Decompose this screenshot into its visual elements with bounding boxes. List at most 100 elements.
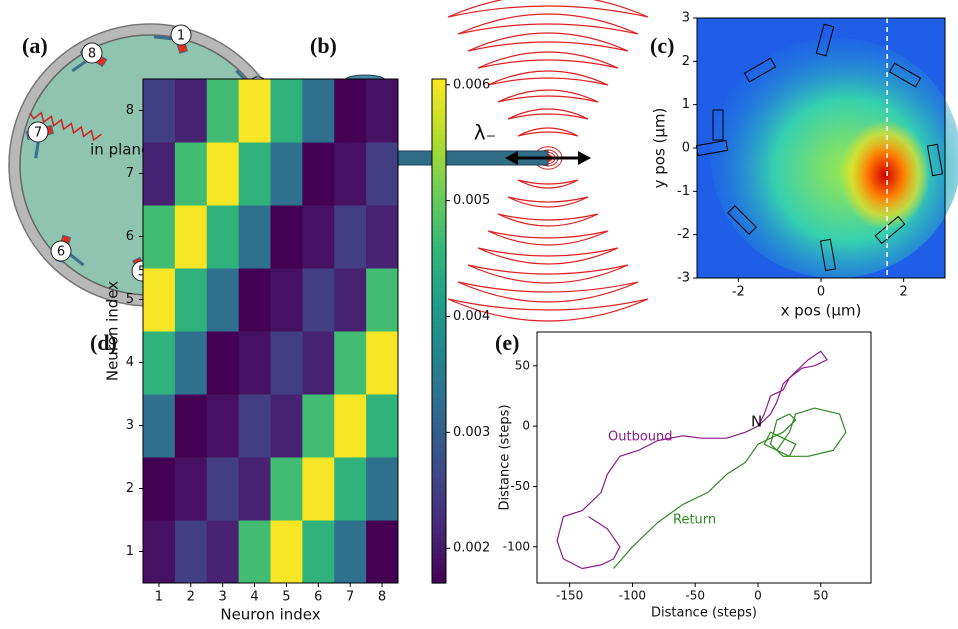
colorbar-step bbox=[432, 139, 446, 145]
cell bbox=[366, 457, 398, 521]
field-contour bbox=[488, 231, 608, 245]
panel-label: (c) bbox=[650, 33, 674, 58]
cell bbox=[302, 205, 334, 269]
cell bbox=[143, 79, 175, 143]
colorbar-step bbox=[432, 472, 446, 478]
cell bbox=[143, 142, 175, 206]
colorbar-step bbox=[432, 432, 446, 438]
field-contour bbox=[488, 71, 608, 85]
colorbar-step bbox=[432, 477, 446, 483]
cell bbox=[302, 331, 334, 395]
colorbar-step bbox=[432, 255, 446, 261]
x-tick-label: 1 bbox=[155, 590, 163, 605]
field-contour bbox=[468, 265, 628, 283]
panel-label: (e) bbox=[495, 330, 519, 355]
colorbar-step bbox=[432, 538, 446, 544]
x-tick-label: -150 bbox=[556, 589, 583, 603]
cell bbox=[143, 268, 175, 332]
colorbar-step bbox=[432, 447, 446, 453]
colorbar-step bbox=[432, 185, 446, 191]
y-tick-label: -1 bbox=[677, 184, 690, 199]
colorbar-tick-label: 0.005 bbox=[453, 193, 490, 208]
colorbar-step bbox=[432, 114, 446, 120]
colorbar-step bbox=[432, 427, 446, 433]
colorbar-step bbox=[432, 311, 446, 317]
cell bbox=[271, 457, 303, 521]
figure: (a) (b) 12345678in plane computation1 μm… bbox=[0, 0, 958, 625]
colorbar-step bbox=[432, 422, 446, 428]
cell bbox=[366, 520, 398, 584]
cell bbox=[302, 520, 334, 584]
colorbar-step bbox=[432, 523, 446, 529]
colorbar-step bbox=[432, 482, 446, 488]
colorbar-step bbox=[432, 548, 446, 554]
colorbar-step bbox=[432, 462, 446, 468]
x-tick-label: -2 bbox=[732, 285, 745, 300]
x-tick-label: 3 bbox=[219, 590, 227, 605]
cell bbox=[271, 205, 303, 269]
field-contour bbox=[518, 128, 578, 136]
cell bbox=[175, 331, 207, 395]
cell bbox=[366, 79, 398, 143]
x-tick-label: -100 bbox=[619, 589, 646, 603]
cell bbox=[366, 205, 398, 269]
y-tick-label: 1 bbox=[682, 97, 690, 112]
y-tick-label: 8 bbox=[126, 103, 134, 118]
colorbar-tick-label: 0.003 bbox=[453, 425, 490, 440]
cell bbox=[271, 268, 303, 332]
colorbar-step bbox=[432, 528, 446, 534]
cell bbox=[239, 205, 271, 269]
cell bbox=[143, 205, 175, 269]
cell bbox=[334, 142, 366, 206]
colorbar-step bbox=[432, 356, 446, 362]
cell bbox=[175, 79, 207, 143]
cell bbox=[207, 457, 239, 521]
field-hot bbox=[840, 120, 930, 230]
colorbar-step bbox=[432, 331, 446, 337]
colorbar-step bbox=[432, 281, 446, 287]
colorbar-step bbox=[432, 150, 446, 156]
colorbar-step bbox=[432, 452, 446, 458]
x-label: Distance (steps) bbox=[651, 606, 757, 621]
colorbar-step bbox=[432, 381, 446, 387]
cell bbox=[334, 79, 366, 143]
x-tick-label: 0 bbox=[754, 589, 762, 603]
cell bbox=[207, 520, 239, 584]
cell bbox=[143, 457, 175, 521]
colorbar-step bbox=[432, 487, 446, 493]
colorbar-step bbox=[432, 326, 446, 332]
colorbar-step bbox=[432, 391, 446, 397]
colorbar-tick-label: 0.006 bbox=[453, 77, 490, 92]
panel-label: (a) bbox=[22, 33, 48, 58]
cell bbox=[207, 394, 239, 458]
colorbar-step bbox=[432, 467, 446, 473]
colorbar-step bbox=[432, 109, 446, 115]
colorbar-step bbox=[432, 260, 446, 266]
y-tick-label: 4 bbox=[126, 355, 134, 370]
field-contour bbox=[458, 282, 638, 302]
colorbar-step bbox=[432, 291, 446, 297]
colorbar-step bbox=[432, 215, 446, 221]
cell bbox=[207, 142, 239, 206]
cell bbox=[366, 268, 398, 332]
x-tick-label: 8 bbox=[378, 590, 386, 605]
colorbar-step bbox=[432, 99, 446, 105]
colorbar-step bbox=[432, 558, 446, 564]
x-tick-label: 5 bbox=[282, 590, 290, 605]
arm-label: λ₋ bbox=[474, 121, 496, 145]
y-tick-label: 2 bbox=[682, 54, 690, 69]
colorbar-tick-label: 0.004 bbox=[453, 309, 490, 324]
x-tick-label: -50 bbox=[685, 589, 705, 603]
cell bbox=[271, 394, 303, 458]
colorbar-step bbox=[432, 341, 446, 347]
colorbar-step bbox=[432, 336, 446, 342]
colorbar-step bbox=[432, 361, 446, 367]
colorbar-step bbox=[432, 134, 446, 140]
x-tick-label: 0 bbox=[817, 285, 825, 300]
colorbar-step bbox=[432, 492, 446, 498]
colorbar-step bbox=[432, 497, 446, 503]
cell bbox=[302, 457, 334, 521]
field-contour bbox=[508, 197, 588, 207]
colorbar-step bbox=[432, 366, 446, 372]
cell bbox=[334, 331, 366, 395]
